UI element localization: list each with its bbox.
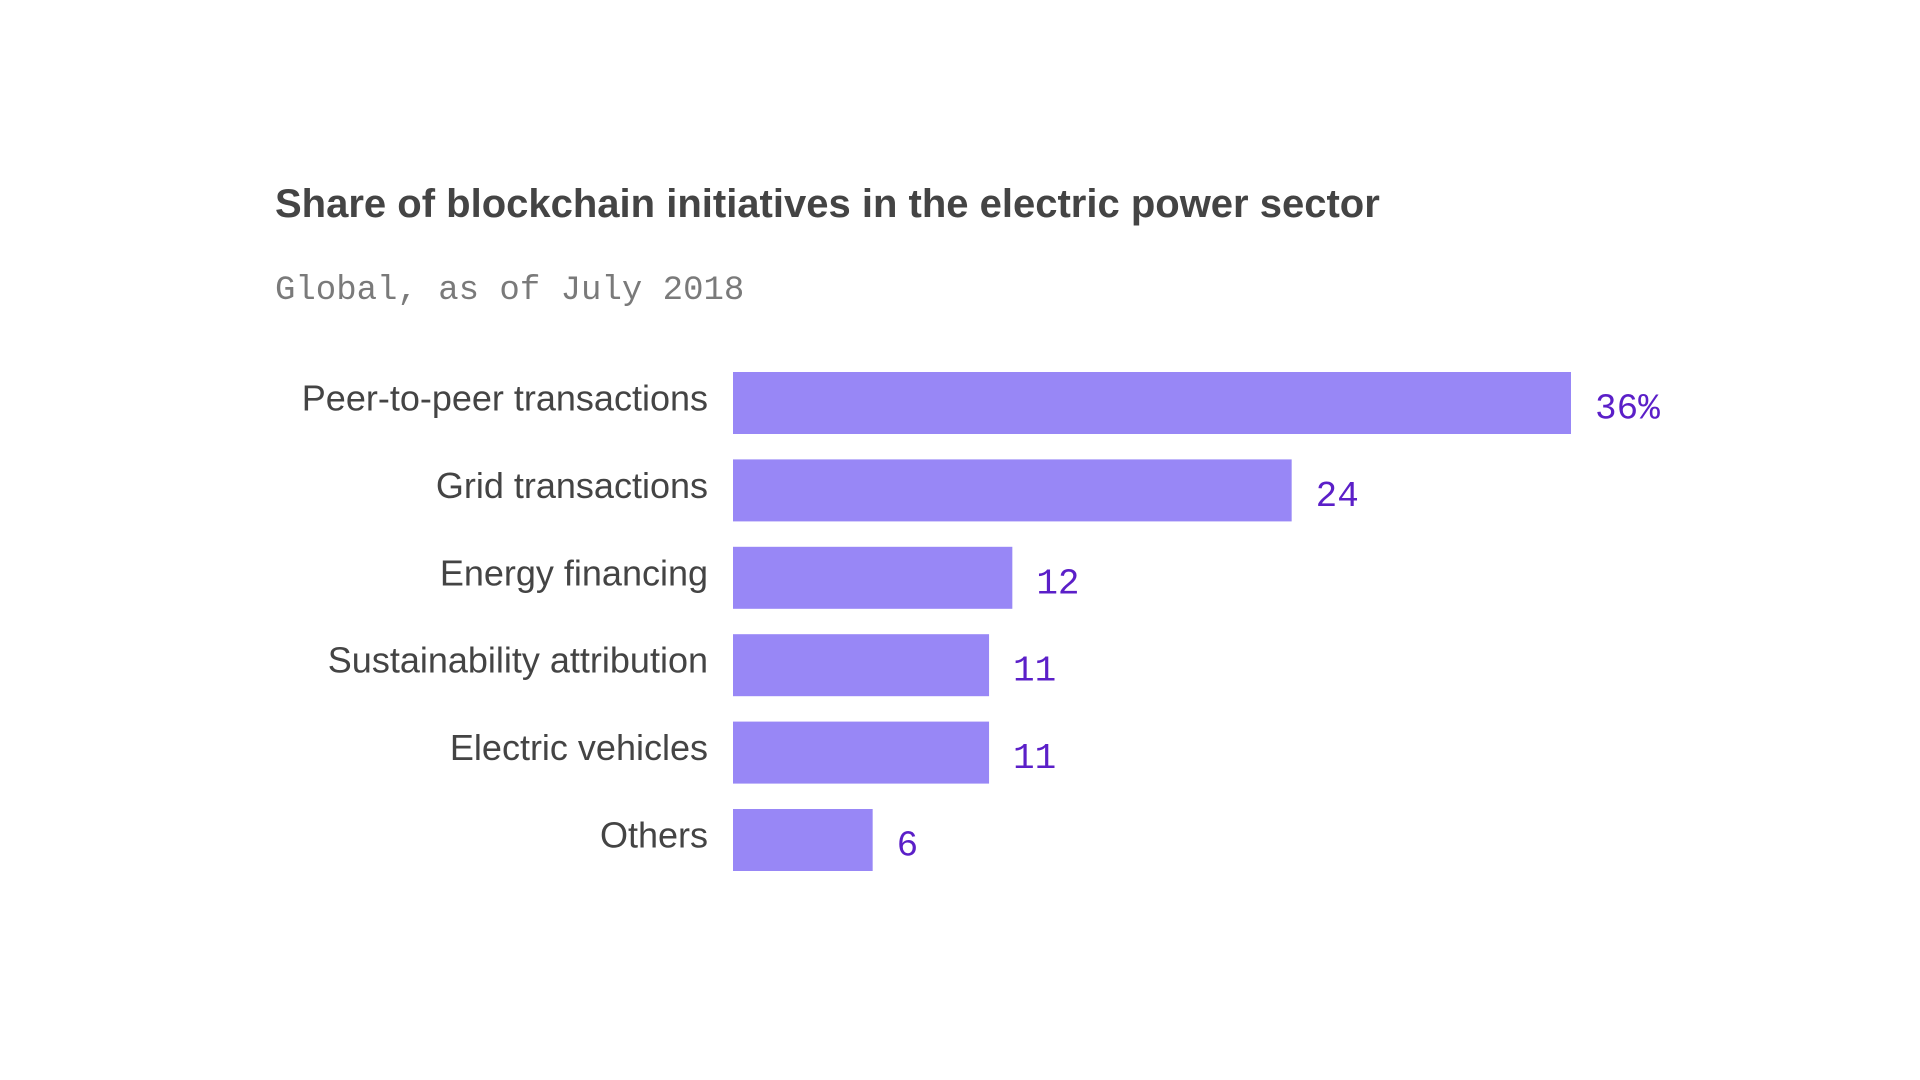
bar [733,634,990,697]
category-label: Others [600,815,708,856]
category-label: Energy financing [440,552,708,593]
category-label: Sustainability attribution [328,640,708,681]
value-label: 11 [1013,738,1056,779]
bar [733,372,1571,434]
bar [733,809,873,871]
category-label: Grid transactions [436,465,708,506]
value-label: 24 [1316,476,1359,517]
value-label: 11 [1013,651,1056,692]
value-label: 6 [897,826,919,867]
bar [733,459,1292,522]
chart-title: Share of blockchain initiatives in the e… [275,182,1380,226]
bar [733,546,1013,609]
chart-subtitle: Global, as of July 2018 [275,272,745,310]
category-label: Electric vehicles [450,727,708,768]
bar [733,721,990,784]
category-label: Peer-to-peer transactions [302,378,708,419]
value-label: 36% [1595,389,1660,430]
value-label: 12 [1036,563,1079,604]
